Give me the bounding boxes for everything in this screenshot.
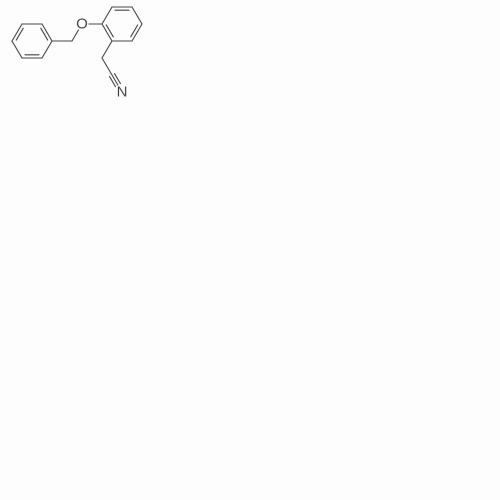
atom-label-o: O bbox=[76, 17, 88, 32]
molecule-diagram: ON bbox=[0, 0, 500, 500]
atom-label-n: N bbox=[117, 85, 128, 100]
bond-layer bbox=[0, 0, 500, 500]
